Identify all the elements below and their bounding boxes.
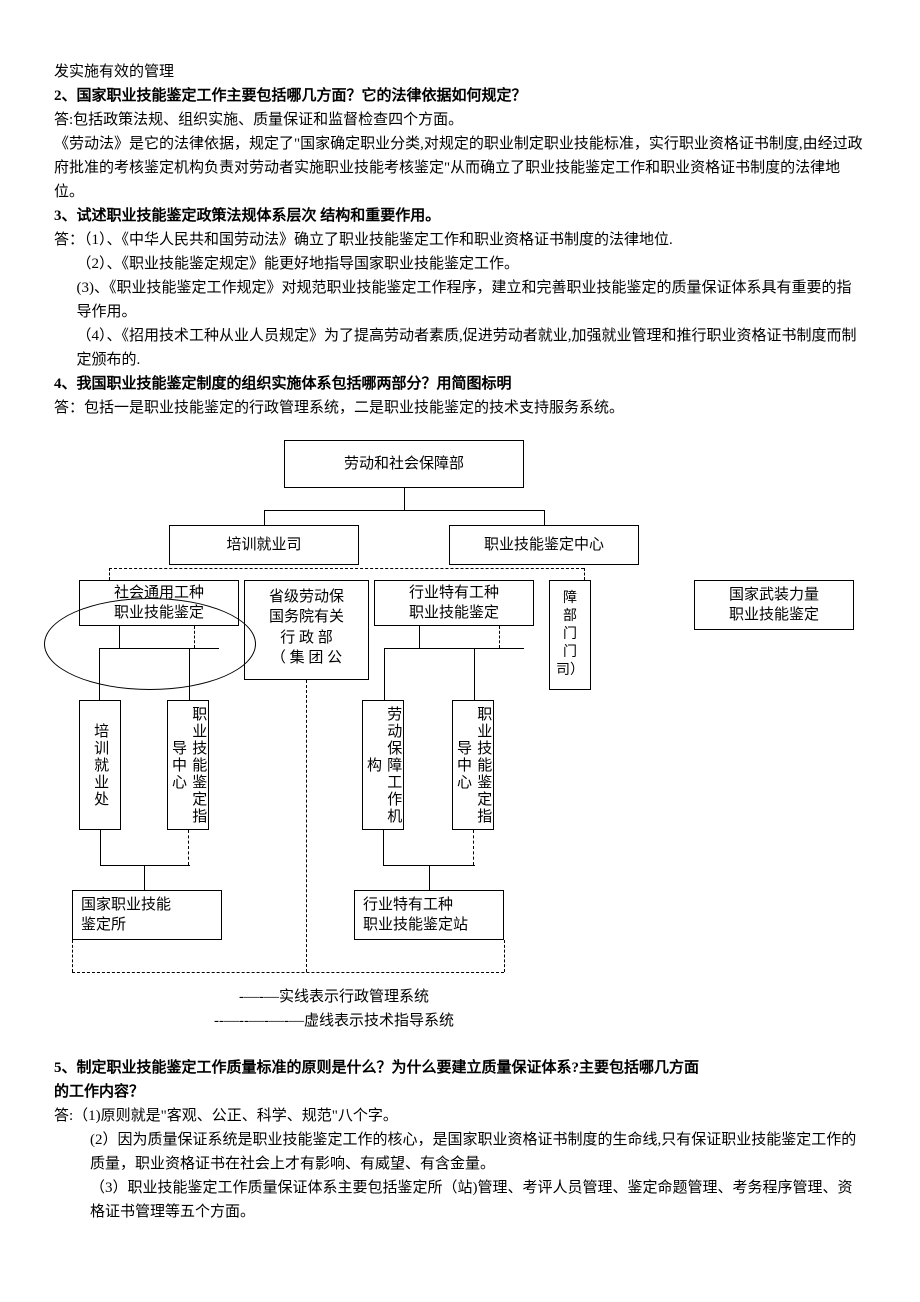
q5-title-b: 的工作内容？ <box>54 1084 144 1100</box>
connector <box>404 488 405 510</box>
connector-dashed <box>584 568 585 580</box>
node-l3c: 行业特有工种 职业技能鉴定 <box>374 580 534 626</box>
connector <box>99 648 219 649</box>
node-l3d: 障 部 门 门 司） <box>549 580 591 690</box>
connector-dashed <box>72 972 504 973</box>
node-l4a-text: 培训就业处 <box>90 723 110 808</box>
connector-dashed <box>109 568 584 569</box>
connector <box>99 648 100 700</box>
connector <box>189 648 190 700</box>
q3-title: 3、试述职业技能鉴定政策法规体系层次 结构和重要作用。 <box>54 204 866 228</box>
node-l4c: 劳动保障工作机构 <box>362 700 404 830</box>
node-l4b-text: 职业技能鉴定指导中心 <box>168 703 209 827</box>
q3-a3: (3)、《职业技能鉴定工作规定》对规范职业技能鉴定工作程序，建立和完善职业技能鉴… <box>54 276 866 324</box>
node-l2a: 培训就业司 <box>169 525 359 565</box>
connector <box>100 830 101 865</box>
q5-a3: （3）职业技能鉴定工作质量保证体系主要包括鉴定所（站)管理、考评人员管理、鉴定命… <box>54 1176 866 1224</box>
ellipse-marker <box>44 598 256 690</box>
node-l4d: 职业技能鉴定指导中心 <box>452 700 494 830</box>
node-l4d-text: 职业技能鉴定指导中心 <box>453 703 494 827</box>
node-l4c-text: 劳动保障工作机构 <box>363 703 404 827</box>
q5-title-a: 5、制定职业技能鉴定工作质量标准的原则是什么？为什么要建立质量保证体系?主要包括… <box>54 1060 699 1076</box>
connector <box>264 510 265 525</box>
connector <box>474 648 475 700</box>
connector-dashed <box>194 626 195 648</box>
node-l4a: 培训就业处 <box>79 700 121 830</box>
q5-title: 5、制定职业技能鉴定工作质量标准的原则是什么？为什么要建立质量保证体系?主要包括… <box>54 1056 866 1104</box>
q2-title: 2、国家职业技能鉴定工作主要包括哪几方面？它的法律依据如何规定？ <box>54 84 866 108</box>
legend-dashed: --—--—-—-—虚线表示技术指导系统 <box>54 1009 614 1033</box>
node-l5a: 国家职业技能 鉴定所 <box>72 890 222 940</box>
node-top: 劳动和社会保障部 <box>284 440 524 488</box>
connector <box>544 510 545 525</box>
node-l2b: 职业技能鉴定中心 <box>449 525 639 565</box>
node-l5b: 行业特有工种 职业技能鉴定站 <box>354 890 504 940</box>
connector-dashed <box>109 568 110 580</box>
q5-a2: (2）因为质量保证系统是职业技能鉴定工作的核心，是国家职业资格证书制度的生命线,… <box>54 1128 866 1176</box>
q4-title: 4、我国职业技能鉴定制度的组织实施体系包括哪两部分？用简图标明 <box>54 372 866 396</box>
q4-a: 答：包括一是职业技能鉴定的行政管理系统，二是职业技能鉴定的技术支持服务系统。 <box>54 396 866 420</box>
node-l3b: 省级劳动保 国务院有关 行 政 部 （ 集 团 公 <box>244 580 369 680</box>
connector <box>429 865 430 890</box>
connector <box>384 648 524 649</box>
intro-tail: 发实施有效的管理 <box>54 60 866 84</box>
connector-dashed <box>72 940 73 972</box>
connector-dashed <box>473 830 474 865</box>
q3-a4: （4）、《招用技术工种从业人员规定》为了提高劳动者素质,促进劳动者就业,加强就业… <box>54 324 866 372</box>
q3-a2: （2）、《职业技能鉴定规定》能更好地指导国家职业技能鉴定工作。 <box>54 252 866 276</box>
q2-a1: 答:包括政策法规、组织实施、质量保证和监督检查四个方面。 <box>54 108 866 132</box>
connector <box>383 830 384 865</box>
connector <box>119 626 120 648</box>
q5-a1: 答:（1)原则就是"客观、公正、科学、规范"八个字。 <box>54 1104 866 1128</box>
connector-dashed <box>499 626 500 648</box>
connector <box>419 626 420 648</box>
q3-a1: 答：（1）、《中华人民共和国劳动法》确立了职业技能鉴定工作和职业资格证书制度的法… <box>54 228 866 252</box>
connector <box>264 510 544 511</box>
connector <box>384 648 385 700</box>
node-l4b: 职业技能鉴定指导中心 <box>167 700 209 830</box>
q2-a2: 《劳动法》是它的法律依据，规定了"国家确定职业分类,对规定的职业制定职业技能标准… <box>54 132 866 204</box>
connector-dashed <box>306 680 307 972</box>
connector <box>144 865 145 890</box>
connector-dashed <box>188 830 189 865</box>
connector <box>100 865 190 866</box>
org-chart: 劳动和社会保障部 培训就业司 职业技能鉴定中心 社会通用工种 职业技能鉴定 省级… <box>54 430 874 1050</box>
connector-dashed <box>504 940 505 972</box>
node-l3e: 国家武装力量 职业技能鉴定 <box>694 580 854 630</box>
legend-solid: -—-—实线表示行政管理系统 <box>54 985 614 1009</box>
